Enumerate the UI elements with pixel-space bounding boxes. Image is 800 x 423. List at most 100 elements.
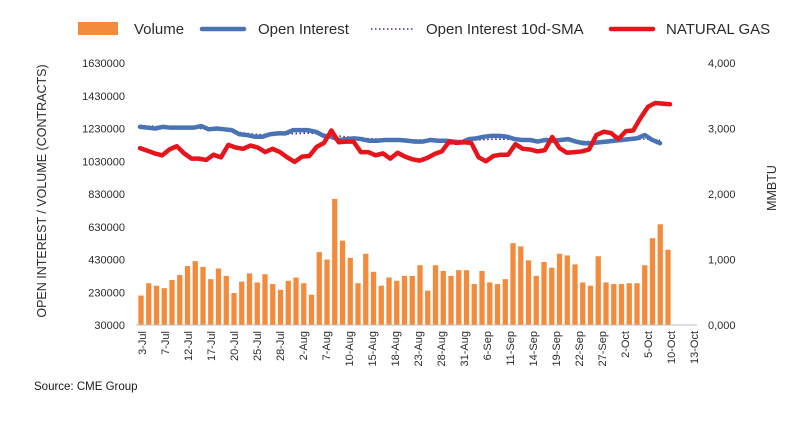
volume-bars — [138, 198, 671, 326]
legend-label-natural-gas: NATURAL GAS — [666, 21, 770, 38]
volume-bar — [254, 282, 260, 325]
volume-bar — [665, 249, 671, 325]
volume-bar — [510, 243, 516, 326]
volume-bar — [409, 275, 415, 326]
volume-bar — [270, 284, 276, 325]
natural-gas-line — [137, 100, 673, 165]
volume-bar — [618, 284, 625, 325]
left-axis-title: OPEN INTEREST / VOLUME (CONTRACTS) — [35, 64, 49, 317]
series-lines — [137, 100, 673, 165]
legend-label-oi-sma: Open Interest 10d-SMA — [426, 21, 584, 38]
volume-bar — [487, 282, 493, 325]
left-tick-label: 830000 — [88, 189, 125, 201]
volume-bar — [231, 293, 237, 325]
volume-bar — [378, 285, 384, 325]
volume-bar — [262, 274, 268, 325]
volume-bar — [518, 246, 524, 325]
x-tick-label: 10-Oct — [666, 331, 678, 364]
x-tick-label: 3-Jul — [137, 331, 149, 355]
volume-bar — [386, 277, 392, 325]
volume-bar — [239, 281, 245, 325]
x-tick-label: 25-Jul — [252, 331, 264, 361]
x-tick-label: 13-Oct — [689, 331, 701, 364]
volume-bar — [184, 266, 191, 325]
legend-swatch-volume — [78, 22, 118, 35]
volume-bar — [285, 280, 291, 325]
volume-bar — [246, 273, 253, 325]
x-tick-label: 28-Jul — [275, 331, 287, 361]
left-tick-label: 1430000 — [82, 91, 125, 103]
volume-bar — [463, 270, 470, 325]
legend: Volume Open Interest Open Interest 10d-S… — [78, 21, 770, 38]
volume-bar — [161, 288, 167, 325]
x-tick-label: 7-Jul — [160, 331, 172, 355]
x-tick-label: 5-Oct — [643, 331, 655, 358]
volume-bar — [370, 271, 377, 325]
volume-bar — [394, 280, 400, 325]
source-label: Source: CME Group — [34, 381, 138, 393]
left-tick-label: 30000 — [94, 320, 125, 332]
x-tick-label: 7-Aug — [321, 331, 333, 360]
legend-label-open-interest: Open Interest — [258, 21, 350, 38]
left-tick-label: 430000 — [88, 255, 125, 267]
right-tick-label: 1,000 — [708, 255, 736, 267]
volume-bar — [626, 283, 632, 325]
volume-bar — [425, 290, 431, 325]
x-tick-label: 6-Sep — [482, 331, 494, 360]
volume-bar — [153, 285, 160, 325]
volume-bar — [564, 255, 570, 325]
volume-bar — [401, 275, 408, 326]
volume-bar — [479, 270, 485, 325]
volume-bar — [533, 275, 539, 326]
volume-bar — [587, 285, 594, 325]
x-tick-label: 31-Aug — [459, 331, 471, 366]
volume-bar — [347, 257, 353, 325]
x-tick-label: 27-Sep — [597, 331, 609, 366]
volume-bar — [448, 275, 454, 326]
volume-bar — [355, 283, 361, 325]
volume-bar — [494, 284, 501, 325]
volume-bar — [611, 284, 617, 325]
volume-bar — [363, 253, 369, 325]
volume-bar — [657, 224, 663, 325]
volume-bar — [200, 266, 206, 325]
volume-bar — [277, 289, 284, 325]
x-tick-label: 18-Aug — [390, 331, 402, 366]
x-tick-label: 17-Jul — [206, 331, 218, 361]
x-tick-label: 19-Sep — [551, 331, 563, 366]
x-tick-label: 11-Sep — [505, 331, 517, 366]
x-tick-label: 10-Aug — [344, 331, 356, 366]
volume-bar — [603, 282, 609, 325]
volume-bar — [456, 270, 462, 325]
x-axis-ticks: 3-Jul 7-Jul 12-Jul 17-Jul 20-Jul 25-Jul 28-Jul… — [137, 331, 701, 366]
left-tick-label: 1030000 — [82, 156, 125, 168]
volume-bar — [316, 252, 322, 325]
volume-bar — [572, 264, 578, 325]
volume-bar — [642, 265, 648, 325]
x-tick-label: 28-Aug — [436, 331, 448, 366]
volume-bar — [541, 261, 547, 325]
volume-bar — [471, 284, 477, 325]
volume-bar — [308, 294, 315, 325]
volume-bar — [525, 260, 532, 325]
right-tick-label: 0,000 — [708, 320, 736, 332]
volume-bar — [223, 275, 229, 326]
x-tick-label: 23-Aug — [413, 331, 425, 366]
volume-bar — [595, 256, 601, 325]
volume-bar — [432, 265, 439, 325]
volume-bar — [324, 259, 330, 325]
x-tick-label: 2-Aug — [298, 331, 310, 360]
volume-bar — [634, 283, 640, 325]
x-tick-label: 22-Sep — [574, 331, 586, 366]
right-axis-title: MMBTU — [765, 165, 779, 211]
x-tick-label: 12-Jul — [183, 331, 195, 361]
x-tick-label: 15-Aug — [367, 331, 379, 366]
x-tick-label: 2-Oct — [620, 331, 632, 358]
volume-bar — [293, 277, 299, 325]
volume-bar — [332, 198, 338, 325]
left-tick-label: 630000 — [88, 222, 125, 234]
volume-bar — [556, 253, 563, 325]
left-tick-label: 1630000 — [82, 58, 125, 70]
volume-bar — [146, 283, 152, 325]
x-tick-label: 14-Sep — [528, 331, 540, 366]
